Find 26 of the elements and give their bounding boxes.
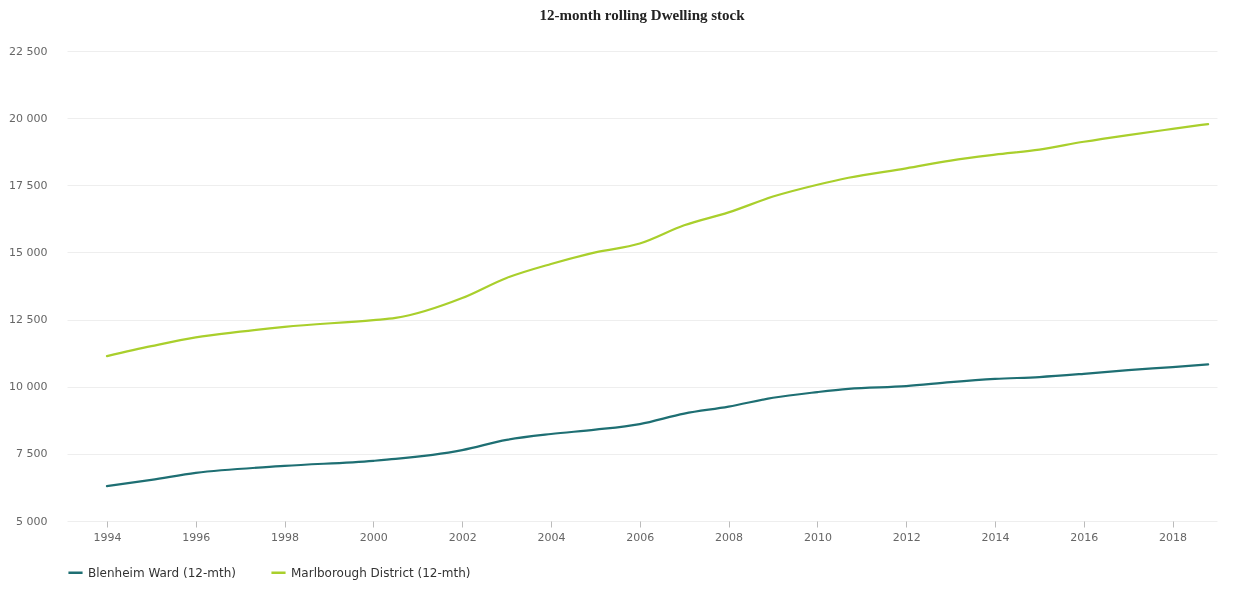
x-tick-label: 2014 <box>981 530 1010 544</box>
x-tick-label: 2006 <box>626 530 655 544</box>
x-tick-label: 2012 <box>892 530 921 544</box>
line-series <box>105 363 1210 488</box>
y-tick-label: 5 000 <box>16 514 48 528</box>
legend-label: Blenheim Ward (12-mth) <box>88 565 236 580</box>
y-tick-label: 7 500 <box>16 447 48 461</box>
y-tick-label: 22 500 <box>9 44 48 58</box>
x-tick-label: 1996 <box>182 530 211 544</box>
x-tick-label: 2004 <box>537 530 566 544</box>
line-series <box>105 122 1210 358</box>
x-tick-label: 2016 <box>1070 530 1099 544</box>
x-tick-label: 2018 <box>1159 530 1188 544</box>
x-tick-label: 2010 <box>803 530 832 544</box>
y-tick-label: 17 500 <box>9 178 48 192</box>
x-tick-label: 1994 <box>93 530 122 544</box>
y-tick-label: 10 000 <box>9 380 48 394</box>
x-tick-label: 2000 <box>359 530 388 544</box>
y-tick-label: 15 000 <box>9 245 48 259</box>
x-tick-label: 2002 <box>448 530 477 544</box>
y-tick-label: 12 500 <box>9 313 48 327</box>
y-tick-label: 20 000 <box>9 111 48 125</box>
chart-title: 12-month rolling Dwelling stock <box>539 7 746 23</box>
legend-label: Marlborough District (12-mth) <box>291 565 471 580</box>
x-tick-label: 2008 <box>715 530 744 544</box>
x-tick-label: 1998 <box>271 530 300 544</box>
